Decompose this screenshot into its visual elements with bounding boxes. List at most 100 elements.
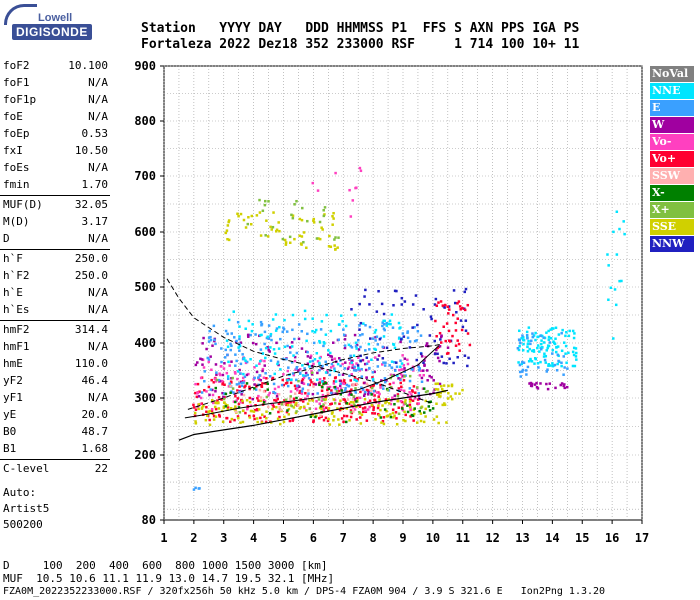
echo-point <box>238 342 241 346</box>
echo-point <box>238 411 242 414</box>
echo-point <box>395 365 399 369</box>
echo-point <box>353 365 356 369</box>
echo-point <box>249 222 253 226</box>
echo-point <box>439 395 442 398</box>
echo-point <box>443 402 446 405</box>
echo-point <box>230 332 234 335</box>
echo-point <box>266 345 269 349</box>
echo-point <box>253 387 256 390</box>
echo-point <box>192 488 196 491</box>
echo-point <box>384 361 387 365</box>
echo-point <box>359 416 362 419</box>
echo-point <box>291 328 294 332</box>
echo-point <box>219 365 223 368</box>
echo-point <box>243 385 246 389</box>
echo-point <box>274 313 278 316</box>
echo-point <box>372 406 376 409</box>
echo-point <box>439 391 442 395</box>
param-row: foF2 10.100 <box>3 58 108 74</box>
echo-point <box>363 392 367 396</box>
echo-point <box>276 417 280 421</box>
echo-point <box>339 393 343 396</box>
param-key: hmF2 <box>3 323 30 336</box>
echo-point <box>258 388 262 392</box>
echo-point <box>295 396 298 400</box>
echo-point <box>236 397 240 400</box>
echo-point <box>370 386 374 390</box>
echo-point <box>282 383 286 387</box>
legend-item: NNE <box>650 83 694 99</box>
echo-point <box>291 216 295 220</box>
x-tick-label: 16 <box>605 531 619 545</box>
echo-point <box>357 348 361 351</box>
echo-point <box>259 320 263 324</box>
echo-point <box>525 334 529 337</box>
echo-point <box>390 313 394 316</box>
echo-point <box>375 382 378 386</box>
echo-point <box>333 402 337 405</box>
echo-point <box>381 404 384 407</box>
echo-point <box>223 383 226 387</box>
echo-point <box>560 331 563 335</box>
echo-point <box>255 214 259 217</box>
echo-point <box>320 399 324 402</box>
echo-point <box>307 377 311 380</box>
echo-point <box>205 410 208 413</box>
x-tick-label: 1 <box>160 531 167 545</box>
echo-point <box>322 344 325 348</box>
echo-point <box>622 220 625 223</box>
param-value: N/A <box>88 110 108 123</box>
echo-point <box>300 218 304 222</box>
echo-point <box>239 421 242 424</box>
echo-point <box>445 421 448 424</box>
footer-info: FZA0M_2022352233000.RSF / 320fx256h 50 k… <box>3 586 606 597</box>
echo-point <box>330 358 334 361</box>
param-row: foEs N/A <box>3 160 108 176</box>
y-tick-label: 400 <box>134 336 156 350</box>
echo-point <box>402 418 405 422</box>
param-key: MUF(D) <box>3 198 43 211</box>
echo-point <box>430 376 433 379</box>
echo-point <box>382 335 386 338</box>
echo-point <box>333 385 337 389</box>
header-line1: Station YYYY DAY DDD HHMMSS P1 FFS S AXN… <box>141 21 580 36</box>
echo-point <box>338 373 341 377</box>
echo-point <box>259 348 263 351</box>
echo-point <box>464 329 468 332</box>
echo-point <box>210 407 214 411</box>
echo-point <box>361 333 364 336</box>
echo-point <box>289 390 293 393</box>
y-tick-label: 300 <box>134 391 156 405</box>
param-row: D N/A <box>3 231 108 247</box>
echo-point <box>424 415 427 418</box>
echo-point <box>332 398 336 401</box>
echo-point <box>220 360 223 364</box>
echo-point <box>466 364 469 368</box>
echo-point <box>353 313 357 317</box>
echo-point <box>434 382 437 386</box>
echo-point <box>385 409 388 413</box>
echo-point <box>383 380 387 384</box>
echo-point <box>552 340 555 343</box>
echo-point <box>341 373 345 376</box>
echo-point <box>384 401 387 405</box>
echo-point <box>433 303 437 306</box>
echo-point <box>308 365 311 368</box>
echo-point <box>263 203 267 207</box>
echo-point <box>442 361 445 365</box>
echo-point <box>337 338 340 341</box>
echo-point <box>221 379 224 383</box>
echo-point <box>415 421 419 424</box>
x-tick-label: 9 <box>399 531 406 545</box>
echo-point <box>351 359 354 362</box>
param-value: 22 <box>94 462 108 475</box>
echo-point <box>536 387 540 390</box>
echo-point <box>217 396 221 399</box>
echo-point <box>230 377 233 380</box>
echo-point <box>361 407 365 410</box>
echo-point <box>439 335 443 339</box>
echo-point <box>215 373 218 376</box>
echo-point <box>194 408 198 412</box>
echo-point <box>237 402 241 406</box>
echo-point <box>238 368 241 372</box>
